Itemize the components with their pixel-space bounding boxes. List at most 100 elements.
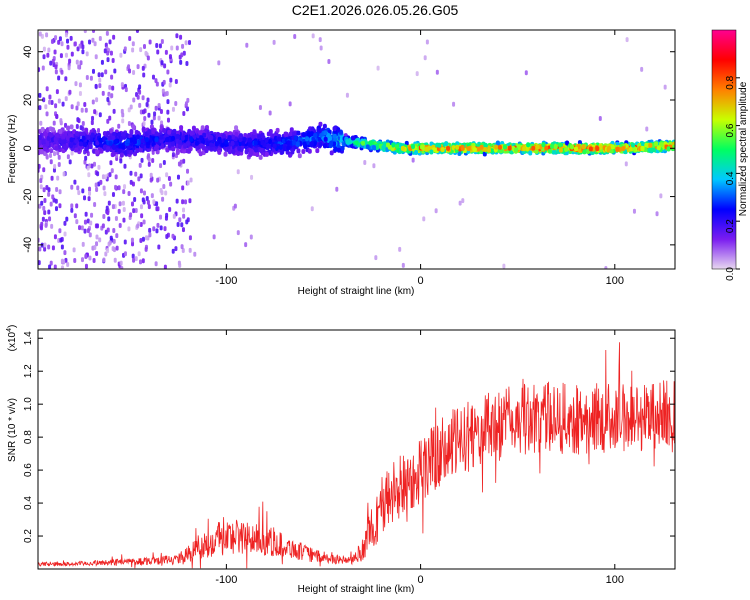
ridge-pixel xyxy=(125,138,130,144)
ridge-pixel xyxy=(247,132,252,138)
ridge-pixel xyxy=(140,138,145,144)
ridge-pixel xyxy=(541,142,546,148)
ridge-pixel xyxy=(548,148,553,154)
noise-pixel xyxy=(372,163,376,169)
noise-pixel xyxy=(59,237,63,243)
noise-pixel xyxy=(53,164,57,170)
noise-pixel xyxy=(147,161,151,167)
noise-pixel xyxy=(75,59,79,65)
ridge-pixel xyxy=(234,125,239,131)
noise-pixel xyxy=(66,262,70,268)
noise-pixel xyxy=(153,111,157,117)
spectrogram-frame xyxy=(37,29,676,270)
noise-pixel xyxy=(56,150,60,156)
noise-pixel xyxy=(156,222,160,228)
noise-pixel xyxy=(172,213,176,219)
noise-pixel xyxy=(181,247,185,253)
noise-pixel xyxy=(56,175,60,181)
ridge-pixel xyxy=(159,138,164,144)
noise-pixel xyxy=(148,227,152,233)
ridge-pixel xyxy=(105,130,110,136)
ridge-pixel xyxy=(296,130,301,136)
noise-pixel xyxy=(43,242,47,248)
noise-pixel xyxy=(50,223,54,229)
noise-pixel xyxy=(77,64,81,70)
noise-pixel xyxy=(57,98,61,104)
noise-pixel xyxy=(142,72,146,78)
ridge-pixel xyxy=(38,139,42,145)
noise-pixel xyxy=(127,120,131,126)
noise-pixel xyxy=(150,119,154,125)
ridge-pixel xyxy=(159,134,164,140)
noise-pixel xyxy=(139,237,143,243)
ridge-pixel xyxy=(329,150,334,156)
y-tick-label: -40 xyxy=(22,237,34,253)
noise-pixel xyxy=(38,67,41,73)
ridge-pixel xyxy=(531,145,536,151)
ridge-pixel xyxy=(595,146,600,152)
noise-pixel xyxy=(142,43,146,49)
noise-pixel xyxy=(163,264,167,269)
noise-pixel xyxy=(258,104,262,110)
ridge-pixel xyxy=(280,149,285,155)
noise-pixel xyxy=(102,185,106,191)
y-tick-label: 0.6 xyxy=(23,463,34,477)
noise-pixel xyxy=(157,103,161,109)
noise-pixel xyxy=(44,222,48,228)
noise-pixel xyxy=(112,228,116,234)
x-tick-label: -100 xyxy=(215,275,237,287)
noise-pixel xyxy=(70,203,74,209)
noise-pixel xyxy=(62,171,66,177)
ridge-pixel xyxy=(278,144,283,150)
noise-pixel xyxy=(99,179,103,185)
noise-pixel xyxy=(169,77,173,83)
noise-pixel xyxy=(108,84,112,90)
ridge-pixel xyxy=(90,132,95,138)
noise-pixel xyxy=(90,212,94,218)
noise-pixel xyxy=(131,253,135,259)
ridge-pixel xyxy=(368,140,373,146)
noise-pixel xyxy=(64,96,68,102)
noise-pixel xyxy=(106,50,110,56)
ridge-pixel xyxy=(289,127,294,133)
noise-pixel xyxy=(138,102,142,108)
noise-pixel xyxy=(167,175,171,181)
noise-pixel xyxy=(64,76,68,82)
ridge-pixel xyxy=(582,149,587,155)
ridge-pixel xyxy=(340,145,345,151)
ridge-pixel xyxy=(78,141,83,147)
colorbar-label: Normalized spectral amplitude xyxy=(738,81,749,216)
noise-pixel xyxy=(152,199,156,205)
noise-pixel xyxy=(155,228,159,234)
colorbar-tick-label: 0.4 xyxy=(725,171,736,185)
noise-pixel xyxy=(97,164,101,170)
noise-pixel xyxy=(76,185,80,191)
ridge-pixel xyxy=(129,129,134,135)
snr-data xyxy=(38,342,675,569)
noise-pixel xyxy=(176,174,180,180)
noise-pixel xyxy=(175,198,179,204)
spectrogram-ticks: -100 0 100 40 20 0 -20 -40 xyxy=(22,30,675,287)
noise-pixel xyxy=(91,68,95,74)
noise-pixel xyxy=(136,94,140,100)
noise-pixel xyxy=(145,101,149,107)
ridge-pixel xyxy=(517,145,522,151)
noise-pixel xyxy=(48,99,52,105)
noise-pixel xyxy=(179,59,183,65)
noise-pixel xyxy=(48,94,52,100)
spectrogram-panel: -100 0 100 40 20 0 -20 -40 Height of straight l… xyxy=(7,29,676,297)
noise-pixel xyxy=(88,255,92,261)
ridge-pixel xyxy=(333,146,338,152)
noise-pixel xyxy=(288,101,292,107)
ridge-pixel xyxy=(200,125,205,131)
noise-pixel xyxy=(101,223,105,229)
noise-pixel xyxy=(156,49,160,55)
noise-pixel xyxy=(41,65,45,71)
noise-pixel xyxy=(85,51,89,57)
noise-pixel xyxy=(40,200,44,206)
noise-pixel xyxy=(151,149,155,155)
noise-pixel xyxy=(44,104,48,110)
ridge-pixel xyxy=(495,140,500,146)
ridge-pixel xyxy=(588,146,593,152)
noise-pixel xyxy=(100,59,104,65)
